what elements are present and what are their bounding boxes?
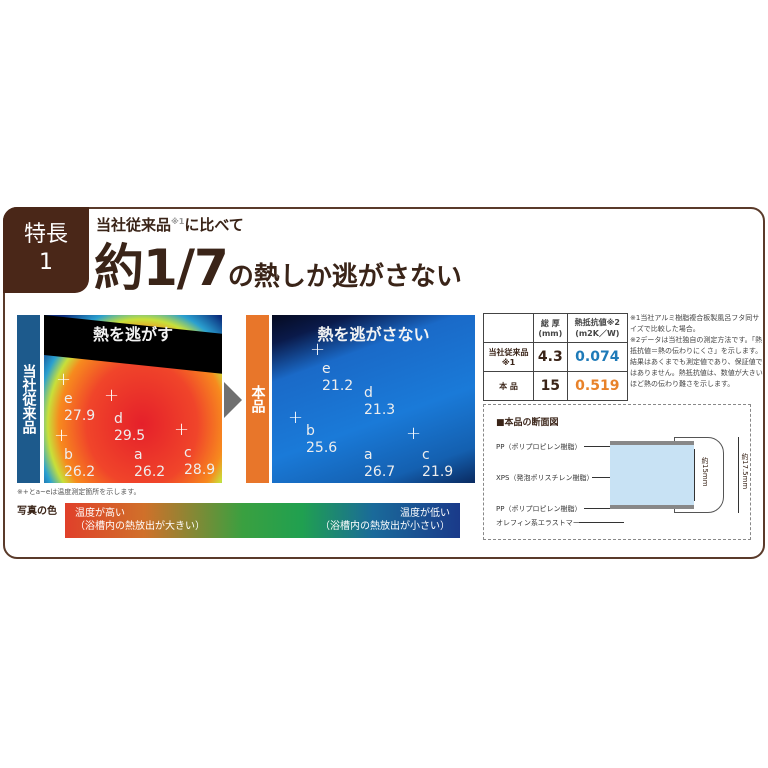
- conventional-label: 当社従来品: [17, 315, 40, 483]
- footnote-1: ※1当社アルミ樹脂複合板製風呂フタ同サイズで比較した場合。: [630, 314, 760, 333]
- dim-outer: 約17.5mm: [741, 453, 749, 490]
- feature-number: 1: [39, 250, 53, 275]
- header-thickness: 総 厚 (mm): [533, 313, 568, 343]
- header-resistance: 熱抵抗値※2 (m2K／W): [566, 313, 629, 343]
- xps-core: [610, 441, 694, 509]
- color-legend-label: 写真の色: [17, 506, 57, 517]
- legend-low-desc: （浴槽内の熱放出が小さい）: [320, 521, 450, 532]
- color-legend-bar: 温度が高い （浴槽内の熱放出が大きい） 温度が低い （浴槽内の熱放出が小さい）: [65, 503, 460, 538]
- spec-table: 総 厚 (mm) 熱抵抗値※2 (m2K／W) 当社従来品※1 4.3 0.074 本…: [483, 313, 629, 401]
- table-row: 本 品 15 0.519: [483, 371, 629, 401]
- crosshair-icon: +: [310, 339, 326, 360]
- headline-big: 約1/7: [94, 239, 229, 297]
- crosshair-icon: +: [288, 407, 304, 428]
- product-title: 熱を逃がさない: [317, 325, 430, 344]
- subtitle-note: ※1: [171, 217, 185, 226]
- feature-frame: [3, 207, 765, 559]
- table-row: 当社従来品※1 4.3 0.074: [483, 342, 629, 372]
- footnote-2: ※2データは当社独自の測定方法です。「熱抵抗値＝熱の伝わりにくさ」を示します。結…: [630, 336, 763, 388]
- headline-rest: の熱しか逃がさない: [227, 262, 462, 292]
- feature-label: 特長: [23, 222, 68, 247]
- subtitle: 当社従来品※1に比べて: [96, 214, 244, 235]
- label-pp-bottom: PP（ポリプロピレン樹脂）: [496, 505, 582, 513]
- point-d: d 21.3: [364, 385, 396, 418]
- crosshair-icon: +: [174, 419, 190, 440]
- feature-tab: 特長 1: [3, 207, 89, 293]
- point-c: c 21.9: [422, 447, 454, 480]
- legend-high: 温度が高い: [75, 508, 125, 519]
- conventional-title: 熱を逃がす: [92, 325, 173, 344]
- point-a: a 26.2: [134, 447, 166, 480]
- point-b: b 26.2: [64, 447, 96, 480]
- dim-inner: 約15mm: [701, 457, 709, 487]
- point-e: e 27.9: [64, 391, 96, 424]
- crosshair-icon: +: [104, 385, 120, 406]
- cross-section-diagram: ■本品の断面図 PP（ポリプロピレン樹脂） XPS（発泡ポリスチレン樹脂） PP…: [483, 404, 751, 540]
- measurement-note: ※+とa~eは温度測定箇所を示します。: [17, 488, 141, 496]
- point-a: a 26.7: [364, 447, 396, 480]
- legend-low: 温度が低い: [400, 508, 450, 519]
- subtitle-text: 当社従来品: [96, 216, 172, 234]
- product-label: 本品: [246, 315, 269, 483]
- cross-section-title: ■本品の断面図: [496, 418, 559, 428]
- label-elastomer: オレフィン系エラストマー: [496, 519, 580, 527]
- crosshair-icon: +: [56, 369, 72, 390]
- point-d: d 29.5: [114, 411, 146, 444]
- crosshair-icon: +: [406, 423, 422, 444]
- crosshair-icon: +: [54, 425, 70, 446]
- footnotes: ※1当社アルミ樹脂複合板製風呂フタ同サイズで比較した場合。 ※2データは当社独自の…: [630, 313, 765, 390]
- arrow-right-icon: [224, 382, 242, 418]
- subtitle-suffix: に比べて: [184, 216, 244, 234]
- headline: 約1/7の熱しか逃がさない: [94, 228, 462, 300]
- label-xps: XPS（発泡ポリスチレン樹脂）: [496, 474, 594, 482]
- point-c: c 28.9: [184, 445, 216, 478]
- legend-high-desc: （浴槽内の熱放出が大きい）: [75, 521, 205, 532]
- point-b: b 25.6: [306, 423, 338, 456]
- point-e: e 21.2: [322, 361, 354, 394]
- label-pp-top: PP（ポリプロピレン樹脂）: [496, 443, 582, 451]
